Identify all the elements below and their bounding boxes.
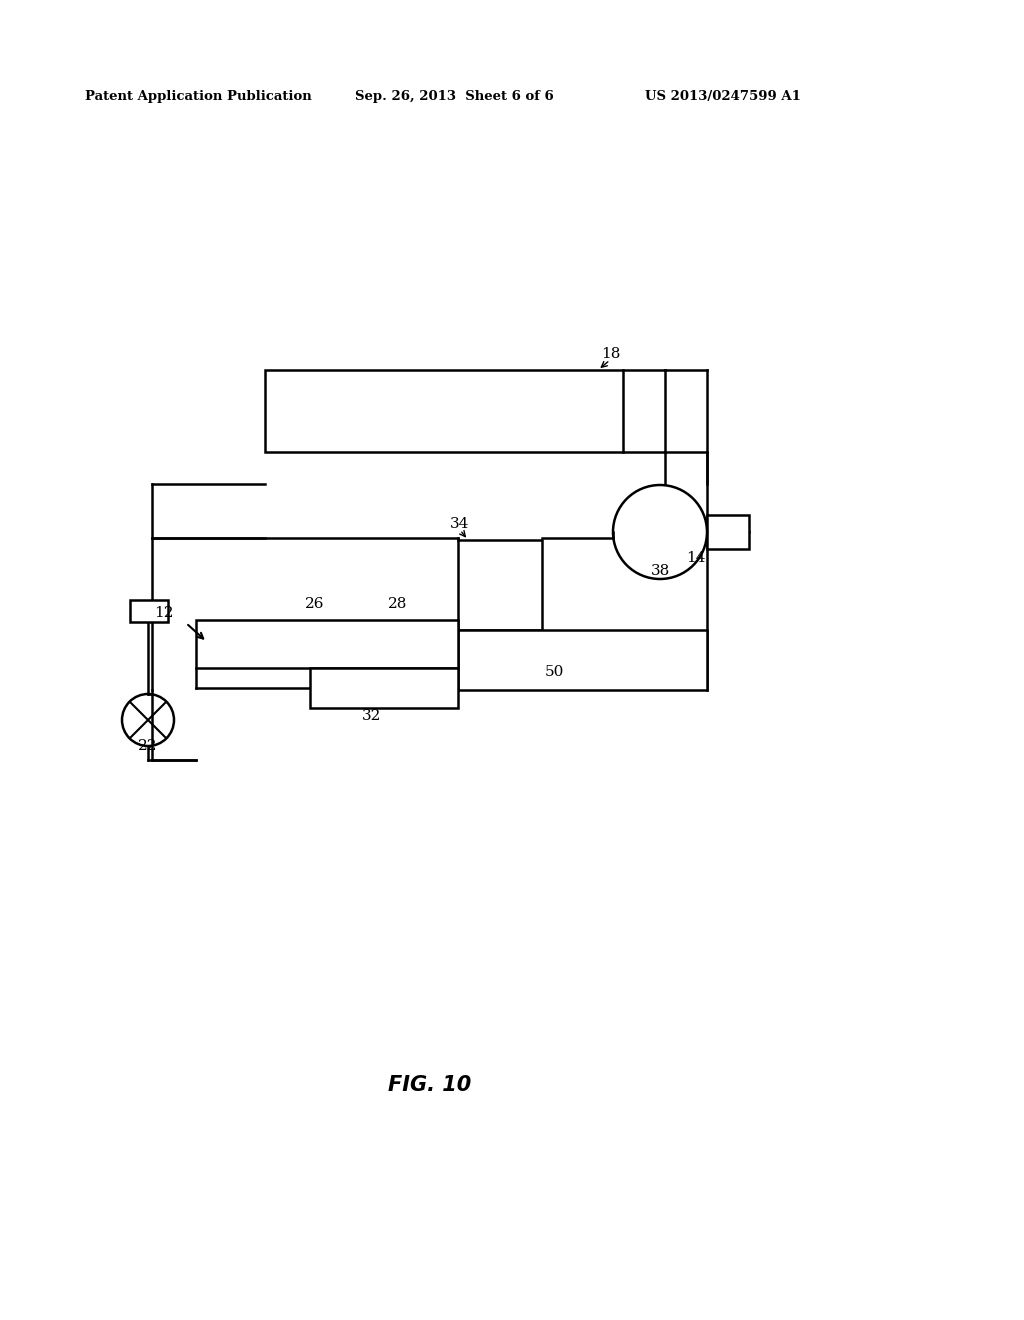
Text: Sep. 26, 2013  Sheet 6 of 6: Sep. 26, 2013 Sheet 6 of 6 [355,90,554,103]
Text: 12: 12 [154,606,173,620]
Text: 32: 32 [362,709,381,723]
Text: 14: 14 [686,550,706,565]
Bar [196,620,458,668]
Text: FIG. 10: FIG. 10 [388,1074,472,1096]
Bar [707,515,749,549]
Bar [458,540,542,630]
Text: Patent Application Publication: Patent Application Publication [85,90,311,103]
Text: 50: 50 [545,665,564,678]
Text: 18: 18 [601,347,621,360]
Text: 38: 38 [651,564,671,578]
Bar [310,668,458,708]
Text: US 2013/0247599 A1: US 2013/0247599 A1 [645,90,801,103]
Bar [458,630,707,690]
Text: 26: 26 [305,597,325,611]
Text: 28: 28 [388,597,408,611]
Text: 22: 22 [138,739,158,752]
Bar [130,601,168,622]
Bar [265,370,623,451]
Text: 34: 34 [450,517,469,531]
